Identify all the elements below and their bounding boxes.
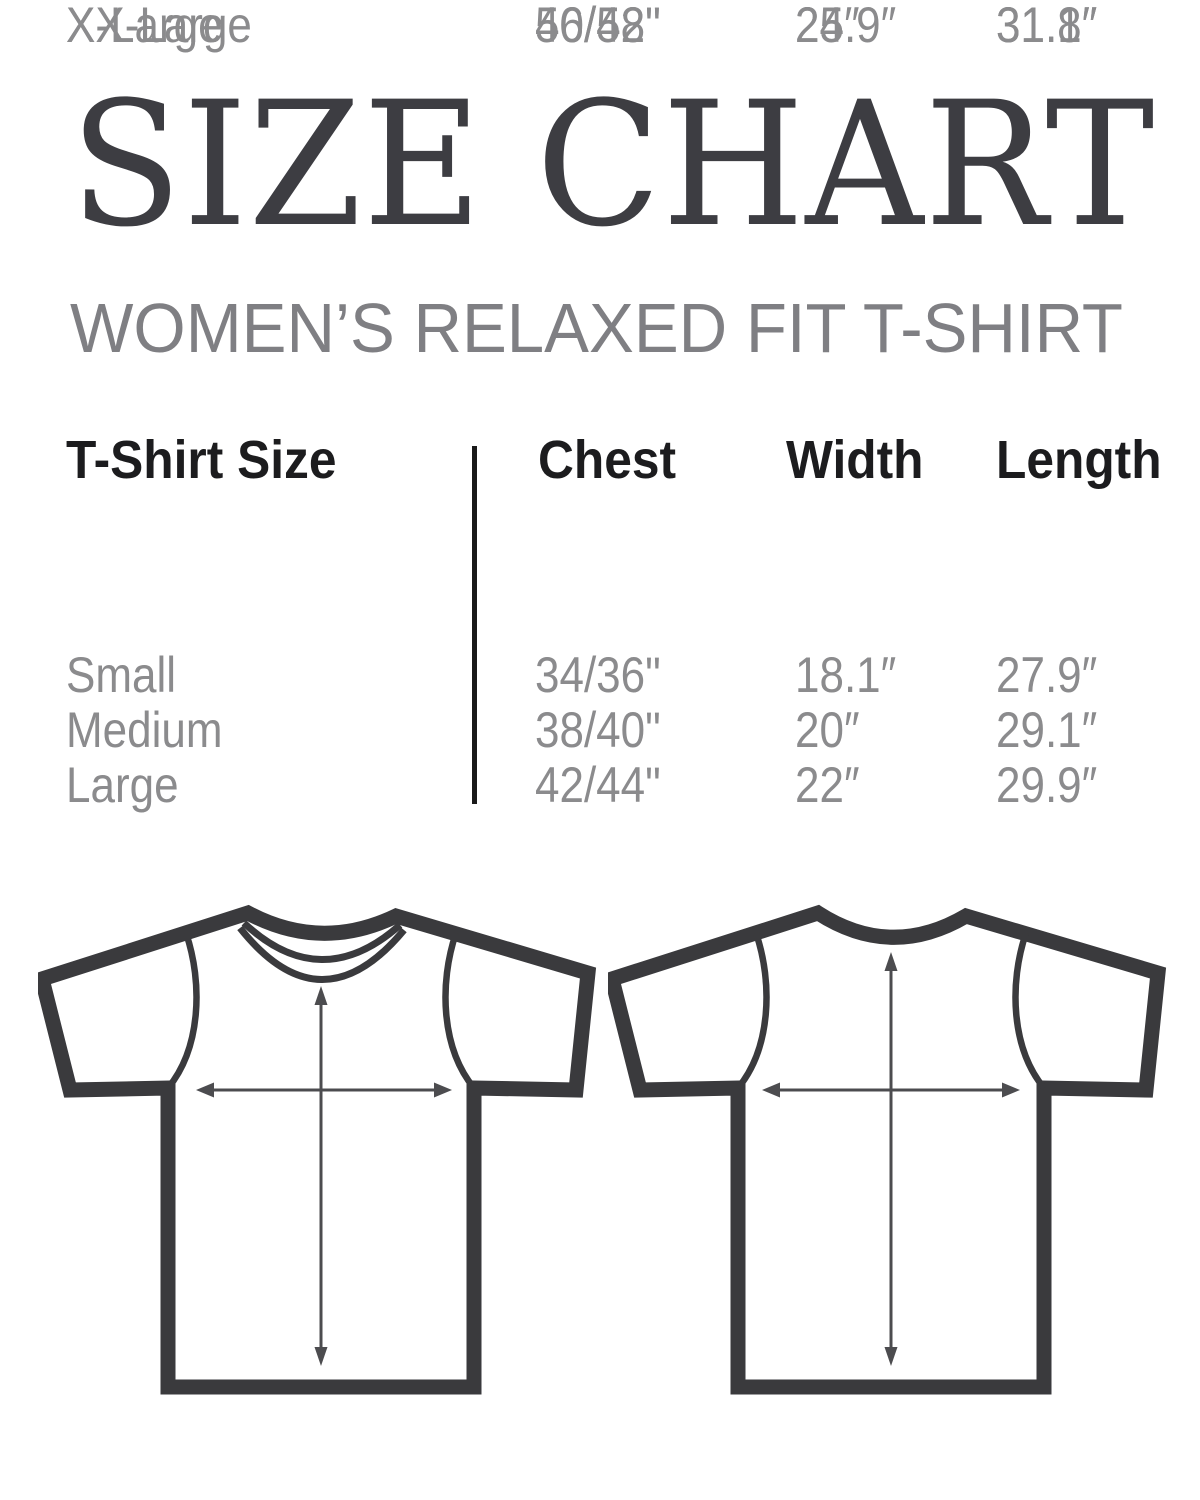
size-table: T-Shirt Size Chest Width Length Small 34…: [0, 0, 1200, 815]
column-header-chest: Chest: [538, 430, 677, 490]
table-row: XX-Large 50/52" 25.9″ 31.8″: [0, 0, 1200, 55]
width-cell: 18.1″: [795, 647, 897, 703]
length-cell: 31.8″: [996, 0, 1098, 53]
width-cell: 25.9″: [795, 0, 897, 53]
tshirt-front-outline: [38, 904, 597, 1395]
length-cell: 27.9″: [996, 647, 1098, 703]
length-cell: 29.9″: [996, 757, 1098, 813]
size-cell: XX-Large: [66, 0, 252, 53]
chest-cell: 42/44": [535, 757, 661, 813]
table-divider-line: [472, 446, 477, 804]
page-subtitle: WOMEN’S RELAXED FIT T-SHIRT: [70, 289, 1123, 367]
collar-outer-arc: [237, 925, 407, 983]
table-row: Large 42/44" 22″ 29.9″: [0, 760, 1200, 815]
size-cell: Small: [66, 647, 177, 703]
size-cell: Medium: [66, 702, 223, 758]
table-row: X-Large 46/48" 24″ 31.1″: [0, 0, 1200, 55]
chest-cell: 38/40": [535, 702, 661, 758]
column-header-width: Width: [786, 430, 924, 490]
table-row: Small 34/36" 18.1″ 27.9″: [0, 650, 1200, 705]
width-arrow: [762, 1082, 1020, 1098]
size-cell: Large: [66, 757, 179, 813]
chest-cell: 50/52": [535, 0, 661, 53]
tshirt-front-diagram: [38, 904, 597, 1395]
length-arrow: [314, 986, 328, 1366]
column-header-size: T-Shirt Size: [66, 430, 337, 490]
width-cell: 22″: [795, 757, 860, 813]
width-arrow: [196, 1082, 452, 1098]
chest-cell: 34/36": [535, 647, 661, 703]
tshirt-back-diagram: [608, 904, 1167, 1395]
left-armhole-seam: [735, 931, 770, 1091]
right-armhole-seam: [1012, 931, 1047, 1091]
collar-inner-arc: [241, 920, 403, 963]
tshirt-back-outline: [608, 904, 1167, 1395]
right-armhole-seam: [442, 931, 477, 1091]
page-title: SIZE CHART: [70, 64, 1156, 265]
length-arrow: [884, 952, 898, 1366]
column-header-length: Length: [996, 430, 1162, 490]
length-cell: 29.1″: [996, 702, 1098, 758]
width-cell: 20″: [795, 702, 860, 758]
width-cell: 24″: [795, 0, 860, 53]
left-armhole-seam: [165, 931, 200, 1091]
table-row: Medium 38/40" 20″ 29.1″: [0, 705, 1200, 760]
chest-cell: 46/48": [535, 0, 661, 53]
length-cell: 31.1″: [996, 0, 1098, 53]
size-cell: X-Large: [66, 0, 223, 53]
